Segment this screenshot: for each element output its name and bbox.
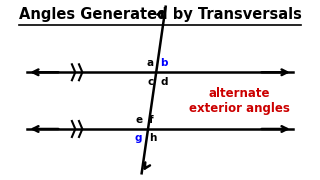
Text: h: h: [149, 133, 156, 143]
Text: a: a: [147, 58, 154, 68]
Text: d: d: [160, 77, 168, 87]
Text: c: c: [148, 77, 154, 87]
Text: f: f: [149, 114, 154, 125]
Text: Angles Generated by Transversals: Angles Generated by Transversals: [19, 7, 301, 22]
Text: b: b: [160, 58, 168, 68]
Text: e: e: [135, 114, 142, 125]
Text: alternate
exterior angles: alternate exterior angles: [188, 87, 290, 115]
Text: g: g: [135, 133, 142, 143]
